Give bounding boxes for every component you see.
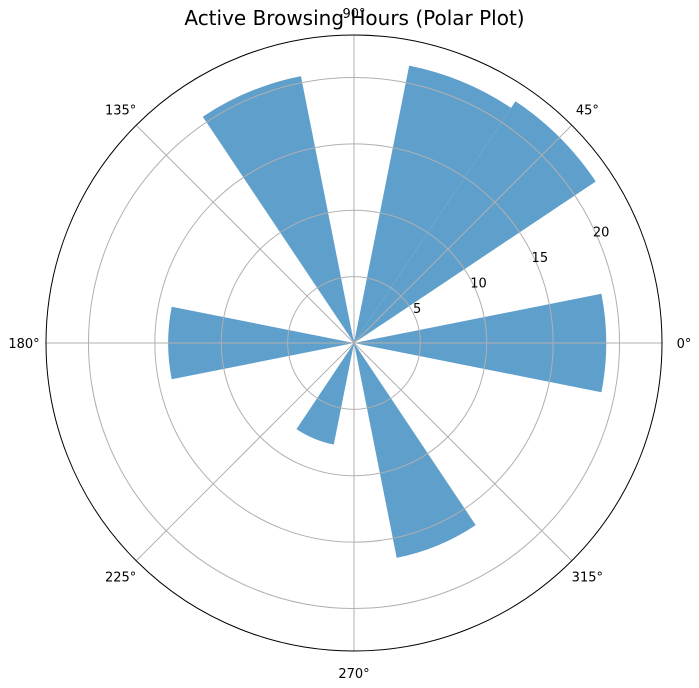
angle-tick-label: 45° bbox=[576, 104, 599, 119]
radial-tick-label: 20 bbox=[593, 226, 610, 241]
polar-bar bbox=[202, 76, 354, 343]
polar-bar bbox=[354, 65, 512, 343]
chart-title: Active Browsing Hours (Polar Plot) bbox=[184, 6, 525, 30]
polar-frame bbox=[45, 34, 663, 652]
angle-tick-label: 270° bbox=[338, 667, 369, 682]
angle-tick-label: 180° bbox=[8, 337, 39, 352]
angular-gridline bbox=[135, 124, 355, 344]
angle-labels: 0° 45° 90° 135° 180° 225° 270° 315° bbox=[8, 7, 691, 682]
radial-labels: 5 10 15 20 bbox=[413, 226, 609, 317]
polar-bar bbox=[354, 343, 476, 558]
radial-tick-label: 5 bbox=[413, 302, 421, 317]
grid-layer bbox=[46, 35, 662, 651]
angular-gridline bbox=[353, 124, 573, 344]
angular-gridline bbox=[353, 342, 573, 562]
bars-layer bbox=[168, 65, 607, 558]
angle-tick-label: 90° bbox=[342, 7, 365, 22]
radial-tick-label: 10 bbox=[470, 276, 487, 291]
angle-tick-label: 315° bbox=[572, 570, 603, 585]
polar-bar bbox=[296, 343, 354, 445]
angle-tick-label: 225° bbox=[105, 570, 136, 585]
angle-tick-label: 0° bbox=[677, 337, 692, 352]
angular-gridline bbox=[135, 342, 355, 562]
radial-tick-label: 15 bbox=[532, 251, 549, 266]
angle-tick-label: 135° bbox=[105, 104, 136, 119]
